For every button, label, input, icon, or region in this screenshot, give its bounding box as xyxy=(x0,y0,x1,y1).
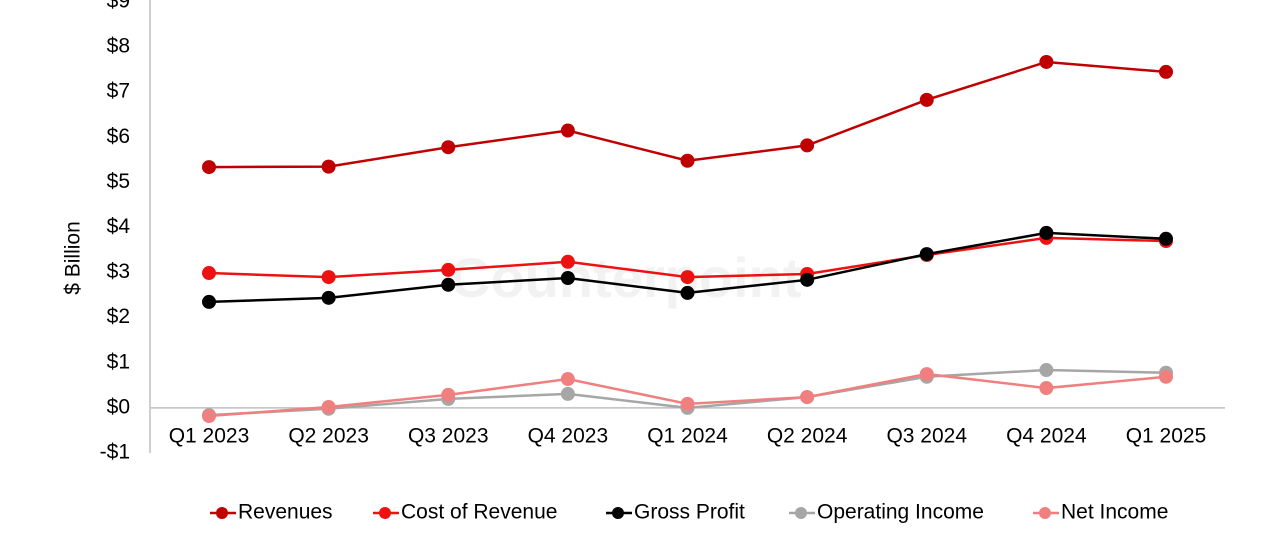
data-point xyxy=(919,92,934,107)
data-point xyxy=(441,140,456,155)
data-point xyxy=(680,270,695,285)
series-line xyxy=(208,60,1167,169)
data-point xyxy=(202,160,216,175)
x-tick-label: Q3 2024 xyxy=(886,425,967,448)
x-tick-label: Q4 2024 xyxy=(1006,425,1087,448)
x-tick-label: Q2 2023 xyxy=(288,425,369,448)
x-tick-label: Q1 2025 xyxy=(1126,425,1207,448)
data-point xyxy=(560,271,575,286)
data-point xyxy=(680,285,695,300)
data-point xyxy=(321,270,336,285)
data-point xyxy=(441,387,456,402)
data-point xyxy=(1039,54,1054,69)
legend-label: Cost of Revenue xyxy=(401,501,557,524)
legend-label: Revenues xyxy=(238,501,333,524)
y-tick-label: $9 xyxy=(107,0,130,13)
data-point xyxy=(800,138,815,153)
x-tick-label: Q2 2024 xyxy=(767,425,848,448)
data-point xyxy=(441,262,456,277)
legend-marker xyxy=(795,507,807,519)
data-point xyxy=(560,386,575,401)
data-point xyxy=(202,409,216,424)
data-point xyxy=(919,367,934,382)
y-tick-label: $2 xyxy=(107,305,130,328)
data-point xyxy=(1039,225,1054,240)
data-point xyxy=(321,290,336,305)
y-tick-label: $1 xyxy=(107,350,130,373)
data-point xyxy=(1039,363,1054,378)
data-point xyxy=(560,123,575,138)
data-point xyxy=(321,159,336,174)
data-point xyxy=(1039,381,1054,396)
data-point xyxy=(1159,231,1173,246)
y-tick-label: $5 xyxy=(107,170,130,193)
data-point xyxy=(919,247,934,262)
y-tick-label: $4 xyxy=(107,215,131,238)
legend-label: Net Income xyxy=(1061,501,1168,524)
data-point xyxy=(1159,369,1173,384)
x-tick-label: Q1 2023 xyxy=(169,425,250,448)
legend-label: Operating Income xyxy=(817,501,984,524)
data-point xyxy=(202,266,216,281)
data-point xyxy=(560,254,575,269)
x-tick-label: Q1 2024 xyxy=(647,425,728,448)
y-tick-label: $0 xyxy=(107,395,130,418)
y-tick-label: $3 xyxy=(107,260,130,283)
legend-marker xyxy=(216,507,228,519)
legend-marker xyxy=(379,507,391,519)
watermark: Counterpoint xyxy=(450,246,801,309)
data-point xyxy=(202,294,216,309)
y-tick-label: -$1 xyxy=(100,441,130,464)
data-point xyxy=(560,372,575,387)
data-point xyxy=(800,272,815,287)
data-point xyxy=(680,396,695,411)
y-tick-label: $8 xyxy=(107,35,130,58)
data-point xyxy=(680,153,695,168)
legend-label: Gross Profit xyxy=(634,501,745,524)
x-tick-label: Q4 2023 xyxy=(528,425,609,448)
y-tick-label: $6 xyxy=(107,125,130,148)
x-tick-label: Q3 2023 xyxy=(408,425,489,448)
data-point xyxy=(441,277,456,292)
data-point xyxy=(1159,64,1173,79)
legend-marker xyxy=(1039,507,1051,519)
data-point xyxy=(321,399,336,414)
legend-marker xyxy=(612,507,624,519)
data-point xyxy=(800,390,815,405)
y-tick-label: $7 xyxy=(107,80,130,103)
y-axis-label: $ Billion xyxy=(62,221,85,295)
